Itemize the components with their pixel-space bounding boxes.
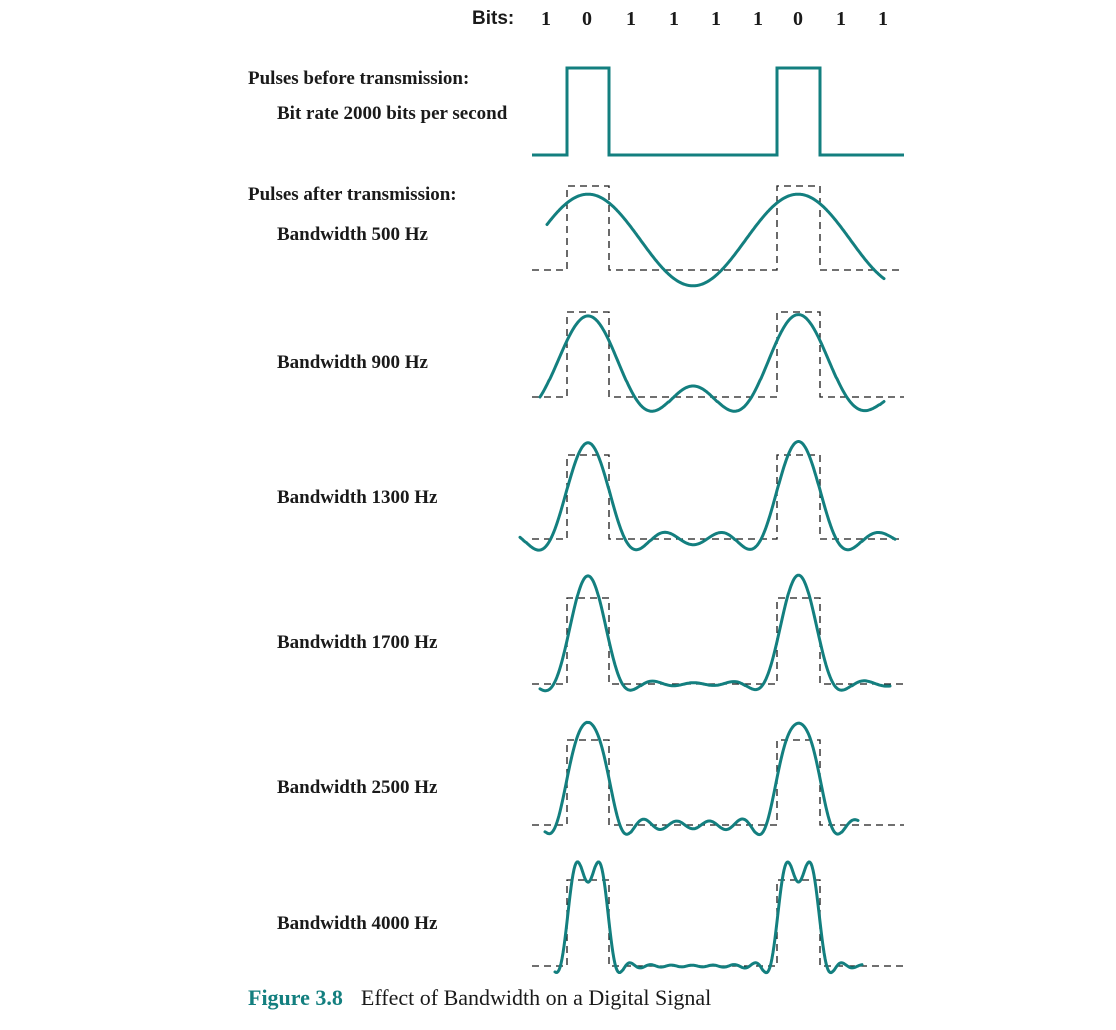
bandlimited-signal bbox=[543, 720, 860, 837]
ideal-pulse-dashed bbox=[532, 185, 904, 271]
bits-label: Bits: bbox=[472, 8, 515, 29]
before-heading: Pulses before transmission: bbox=[248, 68, 470, 89]
ideal-pulse-dashed bbox=[532, 454, 904, 540]
panel-label: Bandwidth 2500 Hz bbox=[277, 777, 438, 798]
panel-label: Bandwidth 1300 Hz bbox=[277, 487, 438, 508]
bit-value: 0 bbox=[793, 8, 803, 30]
ideal-pulse-dashed bbox=[532, 597, 904, 685]
figure-caption: Figure 3.8 Effect of Bandwidth on a Digit… bbox=[248, 985, 711, 1011]
caption-title: Effect of Bandwidth on a Digital Signal bbox=[360, 985, 712, 1010]
bandlimited-signal bbox=[518, 440, 897, 552]
caption-number: Figure 3.8 bbox=[248, 985, 343, 1010]
bit-value: 1 bbox=[753, 8, 763, 30]
bit-value: 1 bbox=[669, 8, 679, 30]
ideal-pulse-dashed bbox=[532, 311, 904, 398]
bit-value: 0 bbox=[582, 8, 592, 30]
bandlimited-signal bbox=[553, 860, 864, 975]
panel-label: Bandwidth 1700 Hz bbox=[277, 632, 438, 653]
ideal-pulse-dashed bbox=[532, 879, 904, 967]
square-wave-before bbox=[532, 66, 904, 157]
bandlimited-signal bbox=[538, 313, 886, 413]
bit-value: 1 bbox=[541, 8, 551, 30]
bit-value: 1 bbox=[878, 8, 888, 30]
bit-value: 1 bbox=[711, 8, 721, 30]
bit-value: 1 bbox=[626, 8, 636, 30]
bandlimited-signal bbox=[538, 573, 892, 693]
bit-value: 1 bbox=[836, 8, 846, 30]
bit-rate-label: Bit rate 2000 bits per second bbox=[277, 103, 508, 124]
panel-label: Bandwidth 4000 Hz bbox=[277, 913, 438, 934]
ideal-pulse-dashed bbox=[532, 739, 904, 826]
panel-label: Bandwidth 900 Hz bbox=[277, 352, 428, 373]
after-heading: Pulses after transmission: bbox=[248, 184, 457, 205]
bandlimited-signal bbox=[545, 192, 886, 288]
panel-label: Bandwidth 500 Hz bbox=[277, 224, 428, 245]
